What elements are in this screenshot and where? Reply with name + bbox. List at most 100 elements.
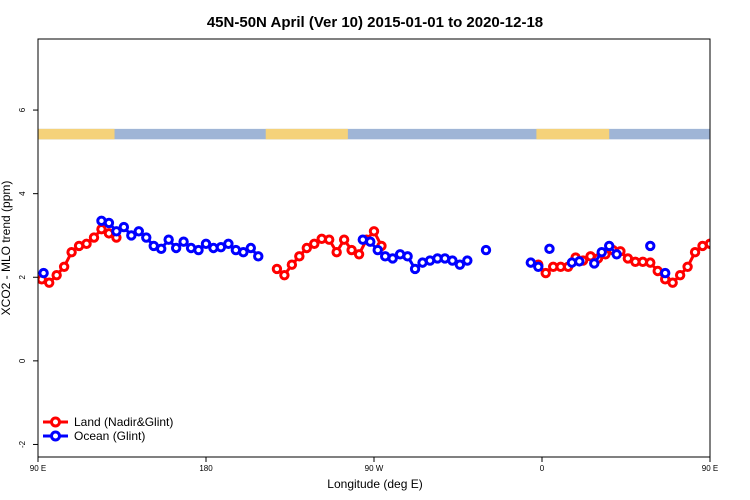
data-point bbox=[454, 259, 466, 270]
data-point bbox=[714, 234, 721, 241]
data-point bbox=[353, 249, 365, 260]
data-point bbox=[729, 230, 736, 237]
y-axis: -2 0 2 4 6 bbox=[18, 107, 38, 448]
data-point bbox=[126, 230, 137, 241]
data-point bbox=[645, 240, 656, 252]
data-point bbox=[58, 261, 70, 273]
data-point bbox=[729, 219, 736, 226]
x-tick-label: 90 E bbox=[702, 464, 718, 473]
x-tick-label: 180 bbox=[199, 464, 213, 473]
x-axis: 90 E 180 90 W 0 90 E bbox=[30, 457, 718, 473]
data-point bbox=[118, 221, 130, 233]
data-point bbox=[294, 251, 305, 262]
chart-title: 45N-50N April (Ver 10) 2015-01-01 to 202… bbox=[207, 14, 543, 31]
data-point bbox=[744, 223, 750, 230]
data-point bbox=[253, 251, 264, 262]
data-point bbox=[44, 277, 55, 288]
y-tick-label: 6 bbox=[18, 107, 27, 112]
data-point bbox=[480, 244, 492, 256]
legend-ocean-label: Ocean (Glint) bbox=[74, 429, 145, 443]
legend-land-marker bbox=[50, 416, 61, 428]
data-point bbox=[540, 267, 551, 279]
ocean-band bbox=[38, 128, 710, 140]
data-point bbox=[604, 240, 615, 252]
data-point bbox=[462, 255, 473, 266]
data-point bbox=[66, 246, 77, 258]
data-point bbox=[141, 232, 152, 243]
data-point bbox=[163, 234, 174, 245]
land-segment bbox=[265, 128, 348, 140]
data-point bbox=[245, 242, 257, 254]
data-point bbox=[533, 261, 544, 273]
data-point bbox=[721, 217, 728, 224]
data-point bbox=[674, 269, 686, 281]
data-point bbox=[645, 257, 656, 268]
data-point bbox=[736, 228, 743, 235]
data-point bbox=[736, 234, 743, 241]
data-point bbox=[338, 234, 350, 245]
data-point bbox=[365, 236, 376, 247]
y-tick-label: 0 bbox=[18, 358, 27, 363]
data-point bbox=[409, 263, 421, 275]
data-point bbox=[611, 249, 622, 260]
y-tick-label: 4 bbox=[18, 191, 27, 196]
data-point bbox=[271, 263, 283, 275]
series-line bbox=[709, 241, 710, 244]
legend-item-ocean: Ocean (Glint) bbox=[43, 429, 145, 443]
data-point bbox=[402, 251, 413, 262]
data-point bbox=[170, 242, 182, 254]
data-point bbox=[279, 269, 290, 281]
data-point bbox=[111, 226, 122, 237]
data-point bbox=[387, 253, 398, 264]
data-point bbox=[596, 246, 607, 258]
x-tick-label: 90 E bbox=[30, 464, 46, 473]
land-segment bbox=[536, 128, 610, 140]
data-point bbox=[301, 242, 312, 254]
data-point bbox=[682, 261, 693, 273]
x-axis-label: Longitude (deg E) bbox=[327, 477, 422, 491]
data-point bbox=[238, 246, 249, 258]
data-point bbox=[200, 238, 212, 250]
land-ocean-strip bbox=[38, 128, 710, 140]
data-point bbox=[193, 244, 204, 256]
legend-item-land: Land (Nadir&Glint) bbox=[43, 415, 173, 429]
data-point bbox=[331, 246, 342, 258]
data-point bbox=[667, 277, 678, 288]
data-point bbox=[309, 238, 320, 250]
data-point bbox=[574, 256, 585, 267]
data-point bbox=[178, 236, 189, 247]
y-axis-label: XCO2 - MLO trend (ppm) bbox=[0, 181, 13, 316]
series-1 bbox=[38, 215, 750, 279]
data-point bbox=[223, 238, 234, 250]
data-point bbox=[372, 244, 383, 256]
data-point bbox=[324, 234, 335, 245]
data-point bbox=[660, 267, 671, 279]
data-point bbox=[51, 269, 62, 281]
data-point bbox=[81, 238, 92, 250]
data-point bbox=[544, 243, 555, 255]
y-tick-label: 2 bbox=[18, 274, 27, 279]
data-point bbox=[103, 217, 115, 229]
data-point bbox=[368, 226, 380, 237]
legend-land-label: Land (Nadir&Glint) bbox=[74, 415, 173, 429]
legend-ocean-marker bbox=[50, 430, 61, 442]
series-line bbox=[725, 221, 750, 249]
data-point bbox=[689, 246, 701, 258]
legend: Land (Nadir&Glint) Ocean (Glint) bbox=[43, 415, 173, 443]
data-point bbox=[88, 232, 100, 243]
data-point bbox=[589, 258, 600, 269]
data-point bbox=[38, 267, 49, 279]
data-point bbox=[721, 225, 728, 232]
x-tick-label: 90 W bbox=[365, 464, 384, 473]
data-point bbox=[133, 226, 145, 237]
data-point bbox=[346, 244, 357, 256]
data-point bbox=[447, 255, 458, 266]
data-point bbox=[286, 259, 298, 270]
data-point bbox=[525, 257, 536, 268]
x-tick-label: 0 bbox=[540, 464, 545, 473]
series-layer bbox=[38, 215, 750, 288]
data-point bbox=[156, 243, 167, 255]
y-tick-label: -2 bbox=[18, 440, 27, 448]
land-segment bbox=[38, 128, 115, 140]
